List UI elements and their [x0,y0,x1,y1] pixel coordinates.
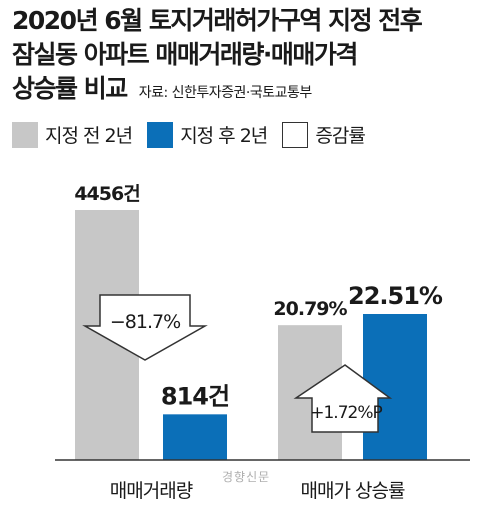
chart-title-line-3: 상승률 비교 자료: 신한투자증권·국토교통부 [12,74,312,108]
change-label-1: +1.72%P [310,403,382,423]
data-label-after-1: 22.51% [348,282,443,310]
legend-label-after: 지정 후 2년 [180,125,268,147]
change-label-0: −81.7% [110,311,180,333]
legend-item-after: 지정 후 2년 [147,121,268,148]
source-note: 자료: 신한투자증권·국토교통부 [138,85,313,101]
legend-item-change: 증감률 [282,121,366,148]
change-arrow-up [293,364,393,433]
legend-label-before: 지정 전 2년 [45,125,133,147]
chart-title-line-1: 2020년 6월 토지거래허가구역 지정 전후 [12,6,423,35]
title-text: 상승률 비교 [12,74,128,103]
category-label-0: 매매거래량 [110,480,193,502]
change-arrow-down [82,294,208,361]
chart-title-line-2: 잠실동 아파트 매매거래량·매매가격 [12,40,358,69]
legend-swatch-change [282,121,309,148]
legend-label-change: 증감률 [315,125,365,147]
legend-swatch-after [147,121,174,148]
category-label-1: 매매가 상승률 [301,480,405,502]
data-label-before-0: 4456건 [74,183,139,205]
data-label-after-0: 814건 [161,382,229,410]
legend-swatch-before [12,121,38,148]
data-label-before-1: 20.79% [273,298,347,320]
publisher-watermark: 경향신문 [222,470,271,484]
legend: 지정 전 2년 지정 후 2년 증감률 [12,121,375,151]
legend-item-before: 지정 전 2년 [12,121,133,148]
bar-after-0 [163,414,227,460]
